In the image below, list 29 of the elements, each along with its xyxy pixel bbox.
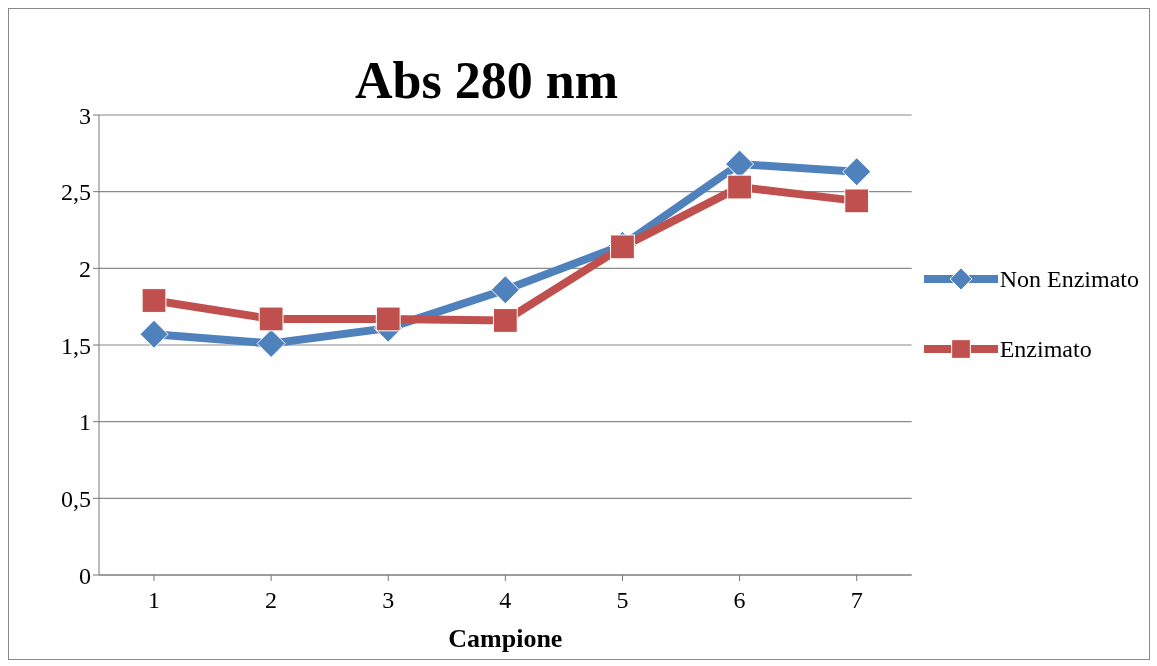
y-tick-label: 1,5: [61, 332, 91, 359]
y-tick-label: 1: [79, 409, 91, 436]
point: [258, 306, 284, 332]
x-tick-label: 4: [499, 587, 512, 614]
point: [490, 275, 520, 305]
x-tick-label: 1: [148, 587, 160, 614]
point: [842, 157, 872, 187]
y-tick-label: 3: [79, 102, 91, 129]
point: [610, 234, 635, 260]
y-tick-label: 0,5: [61, 485, 91, 512]
x-tick-label: 2: [265, 587, 278, 614]
point: [375, 306, 401, 332]
y-tick-label: 2,5: [61, 179, 91, 206]
legend-label: Non Enzimato: [999, 265, 1139, 293]
point: [139, 319, 169, 349]
legend-label: Enzimato: [999, 335, 1092, 363]
x-tick-label: 5: [616, 587, 629, 614]
point: [256, 328, 286, 358]
point: [141, 288, 167, 313]
x-tick-label: 7: [850, 587, 863, 614]
point: [492, 308, 518, 333]
point: [844, 188, 870, 214]
chart-title: Abs 280 nm: [354, 51, 619, 110]
x-axis-title: Campione: [448, 624, 563, 653]
y-tick-label: 2: [79, 255, 91, 282]
point: [727, 174, 752, 200]
y-tick-label: 0: [79, 562, 91, 589]
x-tick-label: 6: [733, 587, 746, 614]
x-tick-label: 3: [382, 587, 395, 614]
